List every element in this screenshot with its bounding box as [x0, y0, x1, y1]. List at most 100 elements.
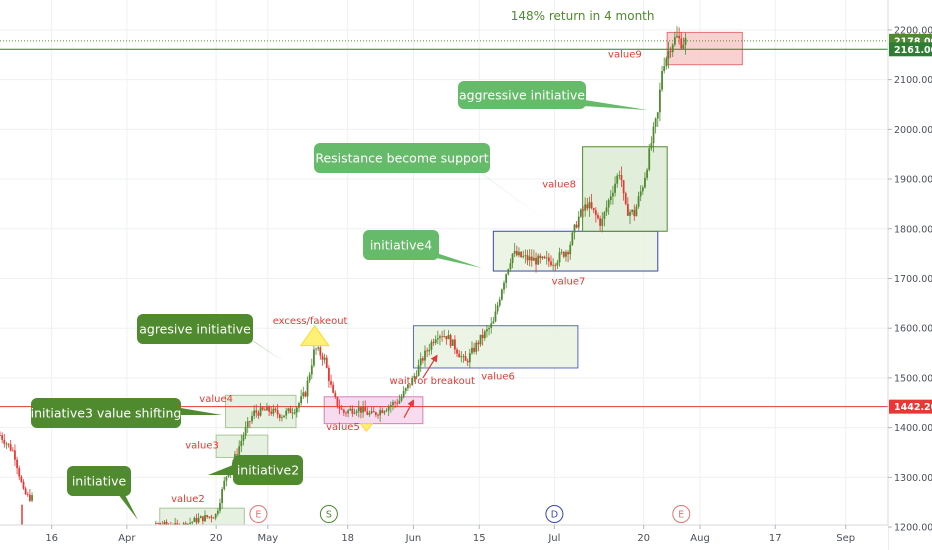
candle-36: [197, 513, 200, 524]
candle-211: [571, 230, 574, 246]
callout-bubbles: aggressive initiative Resistance become s…: [31, 81, 648, 520]
candle-114: [364, 400, 367, 412]
event-marker-d-2[interactable]: D: [545, 505, 564, 523]
annotation-148-return-in-4-month: 148% return in 4 month: [511, 9, 655, 23]
candle-62: [253, 405, 256, 420]
candle-137: [413, 372, 416, 382]
x-tick-label-11: Sep: [836, 533, 855, 544]
candle-11: [22, 479, 25, 490]
svg-text:2178.00: 2178.00: [894, 36, 932, 47]
candle-157: [456, 347, 458, 358]
y-tick-label-9: 2100.00: [894, 75, 932, 86]
candle-122: [381, 407, 384, 414]
candle-5: [9, 439, 12, 452]
candle-154: [449, 333, 452, 349]
price-label-2161.00: 2161.00: [889, 42, 932, 57]
svg-text:1442.20: 1442.20: [894, 402, 932, 413]
candle-254: [663, 57, 666, 74]
candle-247: [648, 144, 651, 172]
candle-4: [7, 443, 10, 448]
y-tick-label-3: 1500.00: [894, 373, 932, 384]
candle-197: [541, 255, 544, 260]
candle-86: [304, 390, 307, 398]
annotation-value2: value2: [171, 494, 205, 505]
candle-115: [366, 407, 369, 416]
candle-48: [223, 476, 226, 491]
y-tick-label-10: 2200.00: [894, 25, 932, 36]
event-marker-e-0[interactable]: E: [249, 505, 268, 523]
candle-121: [379, 406, 382, 422]
candle-131: [400, 394, 403, 403]
candle-246: [646, 167, 648, 181]
annotation-labels: 148% return in 4 month excess/fakeout wait…: [171, 9, 654, 505]
candle-148: [436, 330, 439, 345]
candle-143: [426, 347, 429, 358]
candle-109: [353, 408, 356, 415]
annotation-excess-fakeout: excess/fakeout: [273, 316, 348, 327]
candle-3: [5, 441, 8, 449]
event-marker-s-1[interactable]: S: [319, 505, 338, 523]
candle-147: [434, 335, 437, 345]
candle-235: [622, 180, 625, 201]
candle-176: [496, 301, 499, 315]
candle-229: [609, 190, 612, 205]
candle-83: [298, 401, 300, 413]
candle-251: [656, 111, 659, 128]
candle-186: [518, 247, 520, 258]
candle-264: [684, 32, 687, 55]
candle-82: [295, 406, 298, 418]
candle-170: [483, 329, 486, 341]
candle-165: [473, 342, 476, 354]
candle-194: [535, 252, 537, 273]
time-axis[interactable]: 16 Apr 20 May 18 Jun 15 Jul 20 Aug 17 Sep: [0, 524, 888, 550]
annotation-value5: value5: [326, 422, 360, 433]
grid-lines: [0, 0, 888, 528]
candle-76: [283, 415, 285, 418]
candlestick-series: [0, 26, 687, 531]
candle-7: [14, 444, 16, 466]
candle-240: [633, 204, 636, 221]
candle-89: [310, 358, 313, 380]
candle-164: [471, 341, 473, 355]
candle-2: [3, 434, 6, 448]
callout-initiative: initiative: [67, 466, 138, 520]
candle-253: [661, 65, 663, 92]
candle-219: [588, 196, 591, 217]
candle-236: [624, 191, 627, 206]
candle-192: [530, 249, 533, 267]
annotation-wait-for-breakout: wait for breakout: [390, 376, 476, 387]
candle-193: [533, 249, 535, 261]
candle-153: [447, 330, 450, 340]
candle-41: [208, 516, 211, 520]
candle-138: [415, 370, 418, 380]
candle-238: [629, 209, 631, 225]
candle-179: [503, 280, 505, 294]
candle-74: [278, 413, 281, 422]
candle-26: [176, 519, 179, 526]
candle-17: [157, 522, 159, 525]
candle-66: [261, 406, 264, 411]
candle-21: [165, 519, 168, 526]
candle-142: [424, 345, 426, 367]
candle-169: [481, 328, 484, 346]
candle-16: [155, 520, 157, 525]
candle-117: [370, 407, 373, 415]
candle-130: [398, 394, 401, 405]
candle-156: [453, 335, 456, 355]
candle-195: [537, 253, 540, 265]
candle-40: [206, 514, 209, 519]
candle-231: [614, 176, 616, 197]
candle-103: [340, 404, 343, 411]
candle-127: [392, 399, 394, 411]
event-marker-e-3[interactable]: E: [672, 505, 691, 523]
candle-80: [291, 407, 294, 419]
breakout-arrow-up: [422, 354, 438, 379]
candle-208: [565, 249, 567, 262]
fakeout-triangle: [299, 324, 330, 347]
price-axis[interactable]: 1200.00 1300.00 1400.00 1500.00 1600.00 1700.…: [887, 0, 932, 550]
callout-resistance-become-support: Resistance become support: [314, 143, 548, 222]
candle-123: [383, 410, 386, 416]
candle-102: [338, 399, 341, 415]
